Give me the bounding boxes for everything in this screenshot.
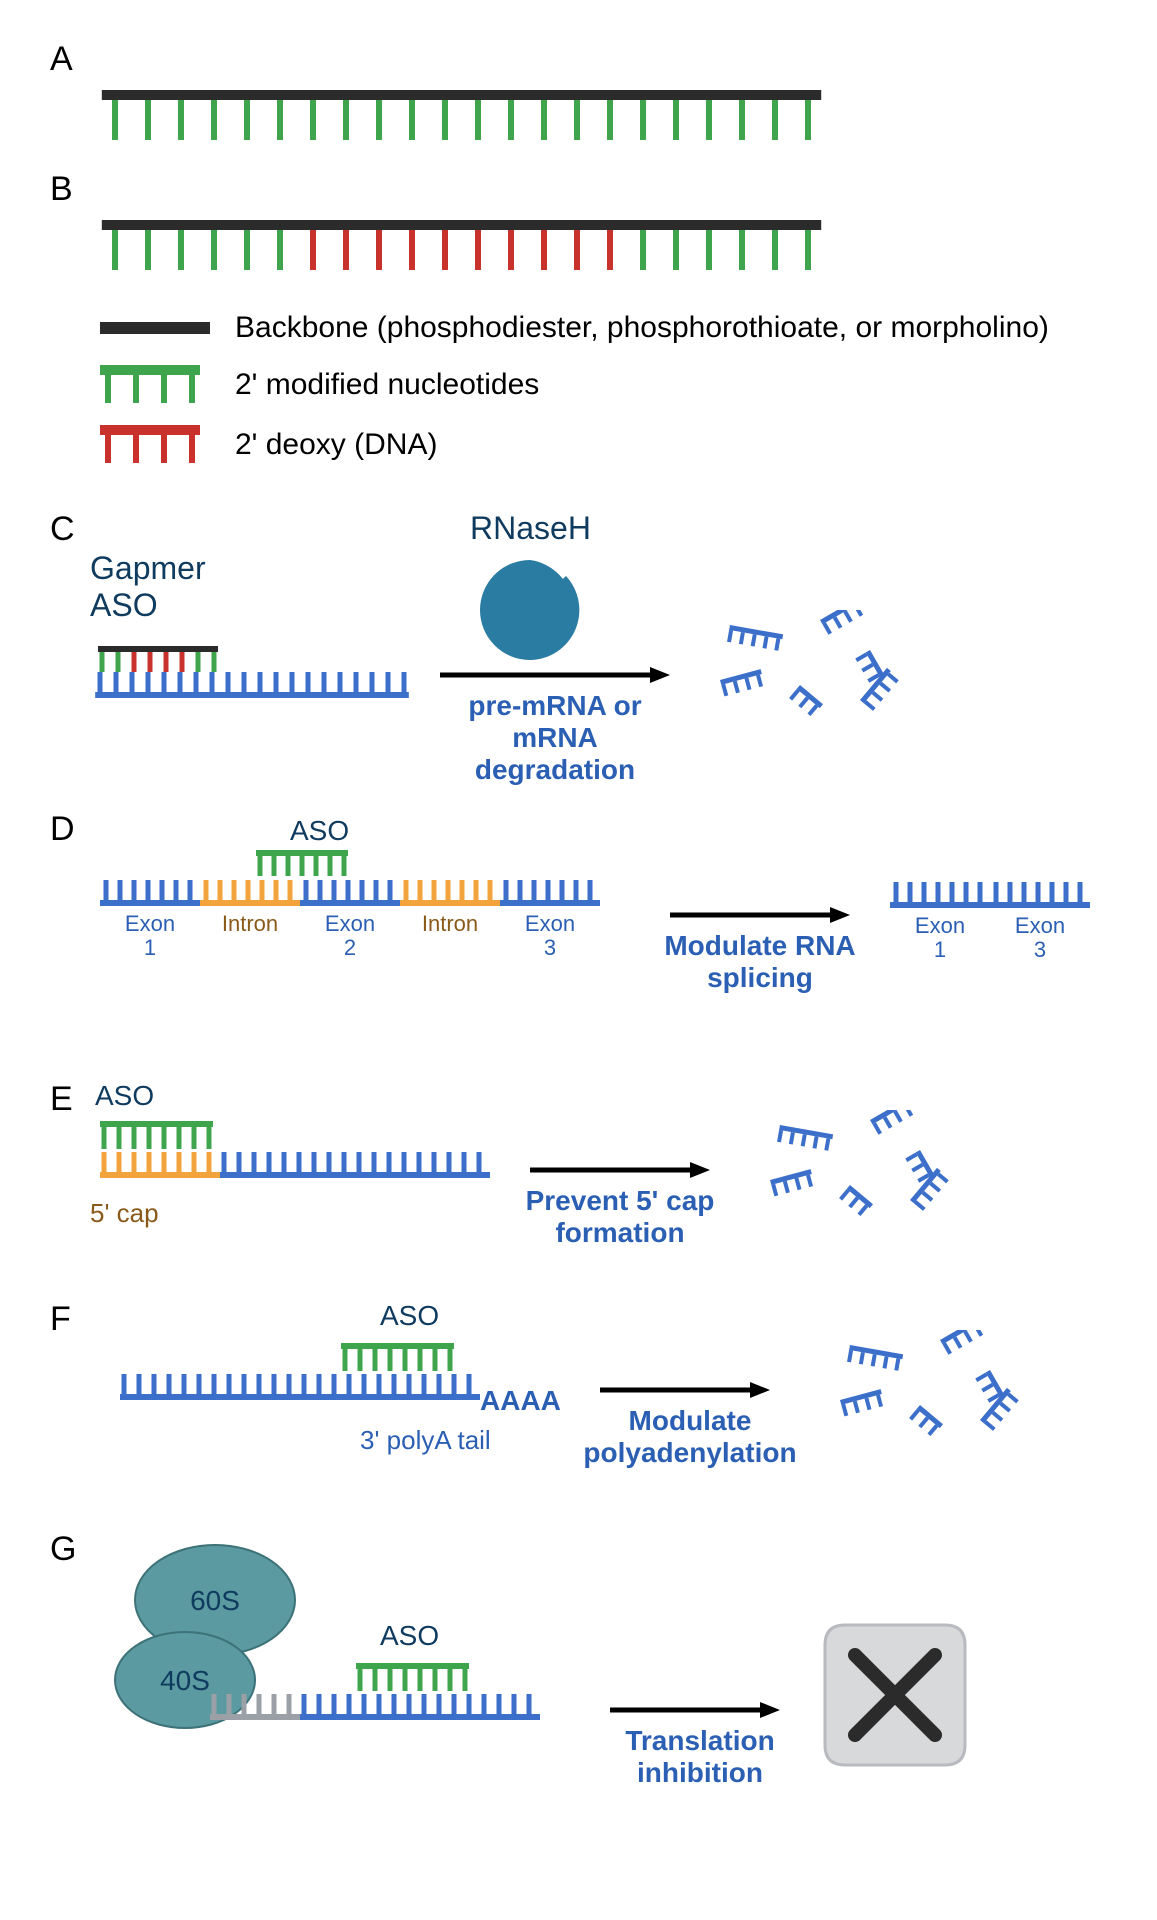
panel-g-label: G (50, 1530, 76, 1569)
rnaseh-title: RNaseH (470, 510, 591, 547)
sub60-text: 60S (190, 1585, 240, 1616)
gapmer-title: Gapmer ASO (90, 550, 206, 624)
fragments-f (820, 1330, 1040, 1450)
panel-c: C Gapmer ASO RNaseH pre-mRNA or mRNA deg… (50, 510, 1107, 770)
aso-label-d: ASO (290, 815, 349, 847)
mech-e: Prevent 5' cap formation (515, 1185, 725, 1249)
inhibition-icon (820, 1620, 970, 1770)
mech-g: Translation inhibition (600, 1725, 800, 1789)
oligo-b (100, 215, 860, 275)
oligo-a (100, 85, 860, 145)
svg-text:Exon3: Exon3 (525, 911, 575, 960)
legend-green-icon (100, 360, 210, 410)
panel-f: F ASO AAAA 3' polyA tail Modulate polyad… (50, 1300, 1107, 1510)
aso-label-g: ASO (380, 1620, 439, 1652)
premrna: Exon1 Intron Exon2 Intron Exon3 (90, 848, 650, 988)
mech-f: Modulate polyadenylation (580, 1405, 800, 1469)
aso-label-f: ASO (380, 1300, 439, 1332)
mech-c: pre-mRNA or mRNA degradation (435, 690, 675, 786)
svg-text:Exon2: Exon2 (325, 911, 375, 960)
panel-b-label: B (50, 170, 73, 209)
panel-d: D ASO Exon1 Intron Exon2 Intron Exon3 Modula… (50, 810, 1107, 1050)
panel-e: E ASO 5' cap Prevent 5' cap formation (50, 1080, 1107, 1280)
arrow-g (610, 1700, 780, 1720)
legend-backbone-text: Backbone (phosphodiester, phosphorothioa… (235, 311, 1049, 345)
panel-c-label: C (50, 510, 75, 549)
legend: Backbone (phosphodiester, phosphorothioa… (100, 300, 1107, 490)
arrow-f (600, 1380, 770, 1400)
svg-text:Exon1: Exon1 (125, 911, 175, 960)
legend-red-icon (100, 420, 210, 470)
fragments-c (700, 610, 920, 730)
legend-red-text: 2' deoxy (DNA) (235, 428, 437, 462)
mech-d: Modulate RNA splicing (650, 930, 870, 994)
panel-g: G 60S 40S ASO Translation inhibition (50, 1530, 1107, 1790)
polya-text: AAAA (480, 1385, 561, 1417)
panel-d-label: D (50, 810, 75, 849)
panel-a-label: A (50, 40, 73, 79)
svg-text:Exon1: Exon1 (915, 913, 965, 962)
svg-text:Exon3: Exon3 (1015, 913, 1065, 962)
arrow-d (670, 905, 850, 925)
cap-label: 5' cap (90, 1198, 159, 1229)
legend-green-text: 2' modified nucleotides (235, 368, 539, 402)
legend-backbone-icon (100, 318, 210, 338)
panel-e-label: E (50, 1080, 73, 1119)
tail-label: 3' polyA tail (360, 1425, 491, 1456)
panel-b: B (50, 170, 1107, 280)
svg-text:Intron: Intron (222, 911, 278, 936)
cap-rna (90, 1115, 510, 1195)
rna-g (200, 1655, 580, 1735)
arrow-c (440, 665, 670, 685)
panel-f-label: F (50, 1300, 71, 1339)
fragments-e (750, 1110, 970, 1230)
gapmer-on-rna (90, 640, 430, 710)
arrow-e (530, 1160, 710, 1180)
aso-label-e: ASO (95, 1080, 154, 1112)
panel-a: A (50, 40, 1107, 150)
spliced-mrna: Exon1 Exon3 (880, 865, 1140, 985)
rnaseh-icon (470, 550, 590, 670)
svg-text:Intron: Intron (422, 911, 478, 936)
